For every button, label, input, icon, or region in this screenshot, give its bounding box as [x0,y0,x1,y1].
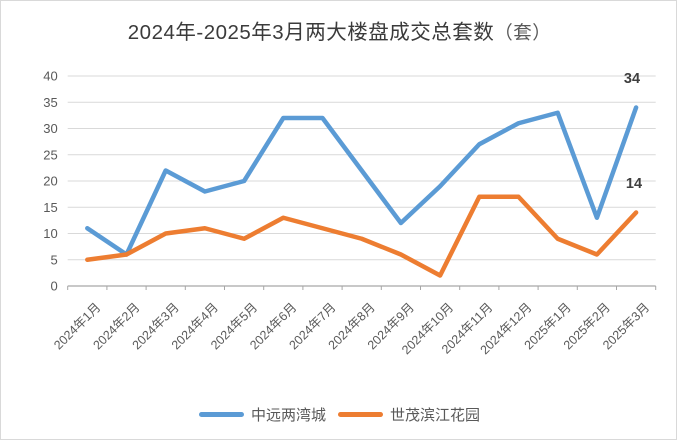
legend-label-series2: 世茂滨江花园 [390,407,481,424]
series-line-zhongyuan [85,105,639,257]
y-axis-tick-label: 40 [43,69,57,84]
y-axis-tick-label: 35 [43,95,57,110]
y-axis-tick-label: 15 [43,200,57,215]
y-axis-tick-label: 25 [43,147,57,162]
legend-label-series1: 中远两湾城 [250,407,326,424]
legend-line-swatch-blue [198,412,244,417]
series-line-shimao [85,194,639,278]
y-axis-tick-label: 20 [43,174,57,189]
chart-legend: 中远两湾城 世茂滨江花园 [1,404,676,425]
chart-title: 2024年-2025年3月两大楼盘成交总套数（套） [1,15,676,45]
legend-item-series2: 世茂滨江花园 [338,404,480,425]
data-label-orange-last: 14 [625,176,643,192]
legend-line-swatch-orange [338,412,383,417]
chart-title-text: 2024年-2025年3月两大楼盘成交总套数 [127,21,495,44]
y-axis-tick-label: 5 [50,252,57,267]
y-axis-tick-label: 0 [50,279,57,294]
chart-title-unit: （套） [494,22,552,43]
legend-item-series1: 中远两湾城 [198,404,326,425]
y-axis-tick-label: 10 [43,226,57,241]
data-label-blue-last: 34 [623,71,641,87]
y-axis-tick-label: 30 [43,121,57,136]
